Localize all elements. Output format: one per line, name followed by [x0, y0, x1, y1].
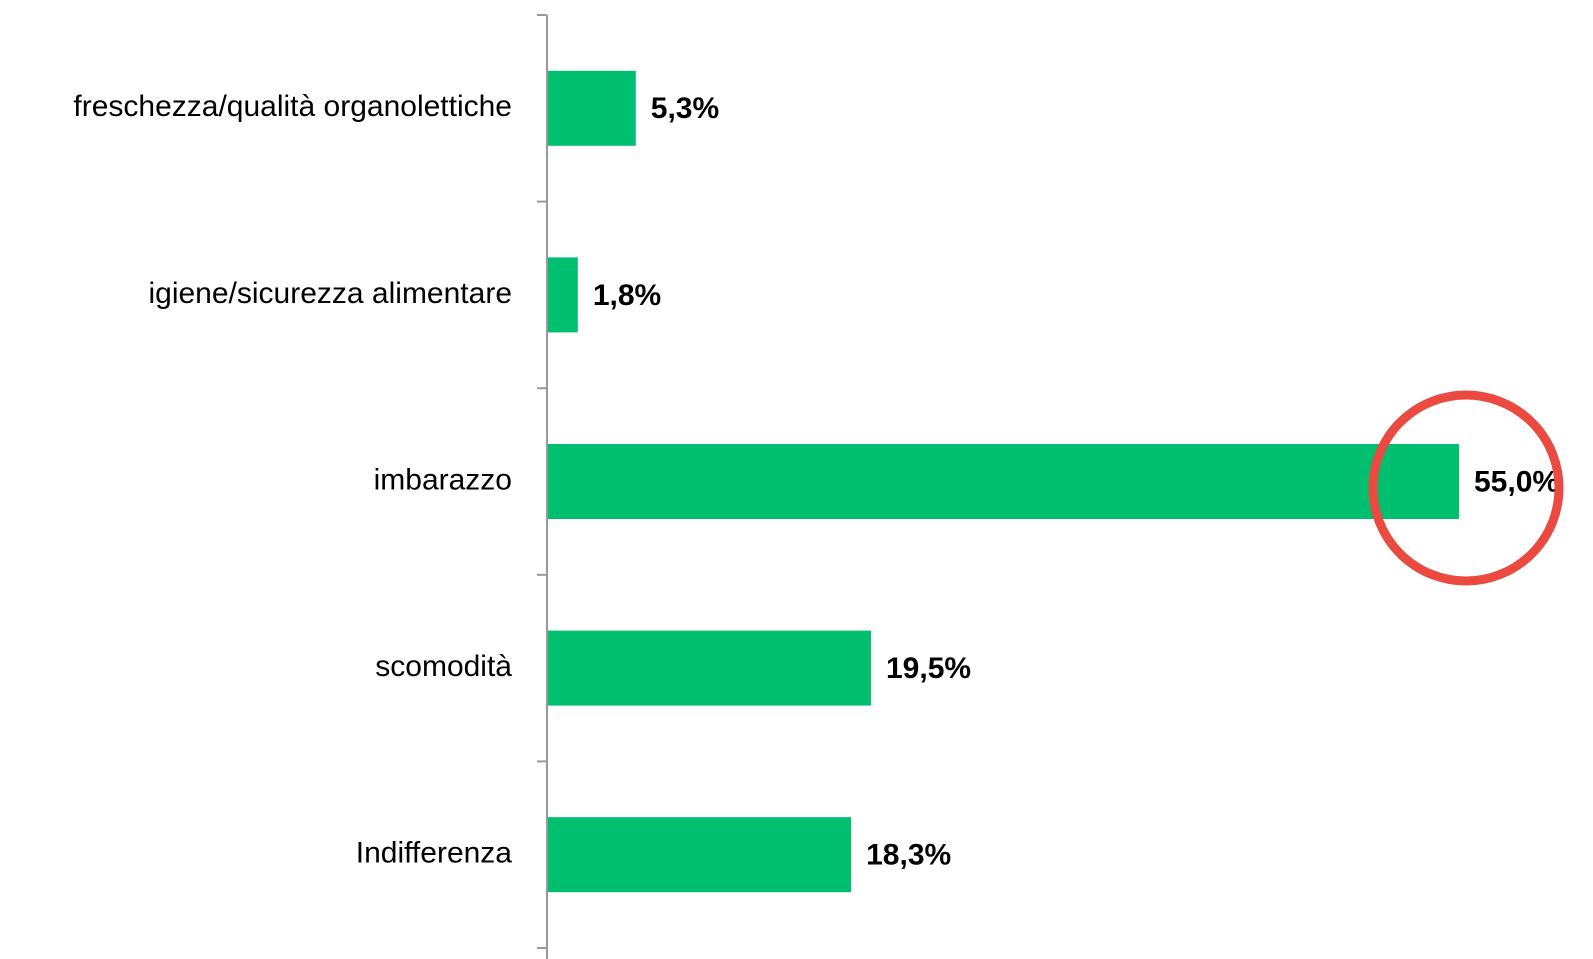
chart: freschezza/qualità organolettiche 5,3% igi…: [0, 0, 1593, 959]
category-label: igiene/sicurezza alimentare: [148, 277, 512, 310]
bar: [548, 817, 851, 892]
category-label: imbarazzo: [374, 463, 512, 496]
value-label: 19,5%: [886, 652, 971, 685]
value-label: 1,8%: [593, 279, 661, 312]
value-label: 55,0%: [1474, 465, 1559, 498]
bar: [548, 257, 578, 332]
value-label: 5,3%: [651, 92, 719, 125]
bar: [548, 71, 636, 146]
bar: [548, 444, 1459, 519]
axis-ticks: [537, 15, 547, 948]
category-label: freschezza/qualità organolettiche: [73, 90, 512, 123]
bar: [548, 631, 871, 706]
value-label: 18,3%: [866, 839, 951, 872]
category-label: scomodità: [375, 650, 512, 683]
category-label: Indifferenza: [356, 837, 513, 870]
page: freschezza/qualità organolettiche 5,3% igi…: [0, 0, 1593, 959]
